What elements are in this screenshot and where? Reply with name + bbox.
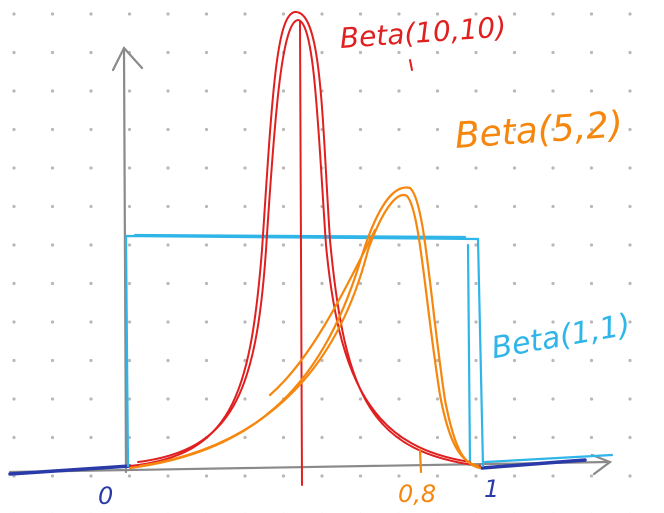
x-label-point-eight: 0,8	[398, 480, 436, 508]
x-label-one: 1	[484, 475, 499, 503]
x-label-zero: 0	[98, 482, 113, 510]
sketch: Beta(10,10) Beta(5,2) Beta(1,1) 0 0,8 1	[0, 0, 664, 513]
